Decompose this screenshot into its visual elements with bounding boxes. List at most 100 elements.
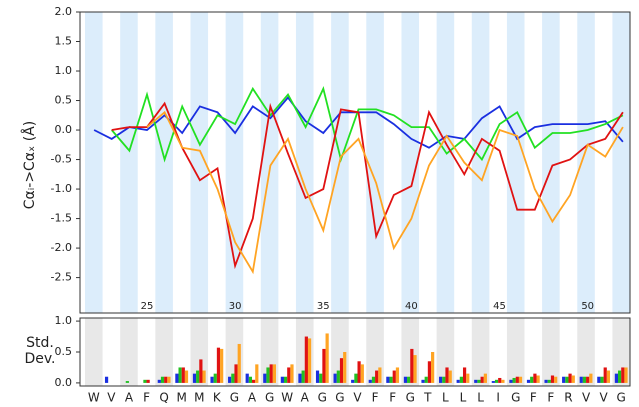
bar — [442, 376, 446, 383]
bar — [395, 367, 400, 383]
bar — [184, 370, 189, 383]
bar — [167, 376, 171, 383]
x-tick-label: 30 — [229, 301, 242, 312]
bar — [315, 370, 320, 383]
bar — [498, 377, 502, 383]
stripe — [366, 12, 384, 313]
bar — [333, 373, 337, 383]
bar — [392, 370, 396, 383]
y-axis-label: Std. — [26, 335, 54, 351]
bar — [526, 379, 531, 383]
bar — [403, 376, 408, 383]
bar — [213, 373, 217, 383]
x-tick-label: M — [194, 391, 204, 405]
x-tick-label: F — [389, 391, 396, 405]
stripe — [401, 12, 420, 313]
bar — [421, 379, 425, 383]
y-tick-label: 0.0 — [55, 123, 73, 136]
bar — [533, 373, 537, 383]
y-tick-label: -1.0 — [51, 182, 72, 195]
y-tick-label: 1.0 — [55, 314, 73, 327]
bar — [582, 376, 587, 383]
bar — [509, 379, 513, 383]
bar — [280, 376, 284, 383]
bar — [562, 376, 566, 383]
bar — [386, 376, 390, 383]
stripe — [190, 318, 209, 386]
x-tick-label: V — [107, 391, 116, 405]
bar — [410, 348, 414, 383]
x-tick-label: 45 — [493, 301, 506, 312]
bar — [448, 370, 452, 383]
bar — [368, 379, 372, 383]
bar — [322, 348, 326, 383]
bar — [586, 376, 590, 383]
stripe — [120, 318, 138, 386]
bar — [125, 381, 129, 383]
bar — [210, 376, 214, 383]
stripe — [225, 12, 244, 313]
bar — [339, 358, 344, 383]
y-tick-label: 0.5 — [55, 345, 73, 358]
bar — [606, 370, 611, 383]
x-tick-label: V — [582, 391, 591, 405]
bar — [445, 367, 449, 383]
plot-frame — [79, 11, 631, 314]
series-line — [111, 101, 624, 270]
bar — [624, 367, 628, 383]
bar — [536, 375, 540, 383]
x-tick-label: Q — [159, 391, 168, 405]
x-tick-label: V — [353, 391, 362, 405]
stripe — [295, 12, 314, 313]
x-tick-label: M — [177, 391, 187, 405]
x-tick-label: W — [88, 391, 100, 405]
stripe — [542, 318, 560, 386]
bar — [304, 336, 308, 383]
bar — [579, 376, 583, 383]
series-line — [146, 110, 624, 275]
bar — [272, 364, 276, 383]
y-tick-label: -2.0 — [51, 241, 72, 254]
x-tick-label: F — [372, 391, 379, 405]
bar — [160, 376, 165, 383]
bar — [360, 364, 364, 383]
stripe — [577, 12, 595, 313]
bar — [389, 376, 393, 383]
bar — [518, 376, 523, 383]
stripe — [260, 12, 279, 313]
bar — [181, 367, 185, 383]
x-tick-label: G — [335, 391, 344, 405]
x-tick-label: G — [617, 391, 626, 405]
bar — [439, 376, 443, 383]
bar — [600, 376, 604, 383]
y-tick-label: 2.0 — [55, 5, 73, 18]
bar — [143, 379, 147, 383]
x-tick-label: V — [600, 391, 609, 405]
bar — [175, 373, 179, 383]
x-tick-label: 40 — [405, 301, 418, 312]
bar — [407, 376, 411, 383]
bar — [424, 376, 428, 383]
bar — [515, 376, 519, 383]
stripe — [612, 12, 630, 313]
bar — [354, 373, 358, 383]
x-tick-label: K — [213, 391, 222, 405]
stripe — [155, 318, 173, 386]
bar — [325, 333, 329, 383]
bar — [269, 364, 273, 383]
x-tick-label: F — [547, 391, 554, 405]
x-tick-label: A — [248, 391, 257, 405]
bar — [371, 376, 376, 383]
bar — [568, 373, 572, 383]
stripe — [506, 12, 525, 313]
y-tick-label: 1.5 — [55, 35, 73, 48]
stripe — [155, 12, 173, 313]
bar — [474, 379, 478, 383]
bar — [512, 377, 516, 383]
bar — [263, 373, 267, 383]
x-tick-label: 25 — [141, 301, 154, 312]
bar — [252, 379, 256, 383]
x-tick-label: A — [125, 391, 134, 405]
x-tick-label: L — [460, 391, 467, 405]
bar — [597, 376, 601, 383]
